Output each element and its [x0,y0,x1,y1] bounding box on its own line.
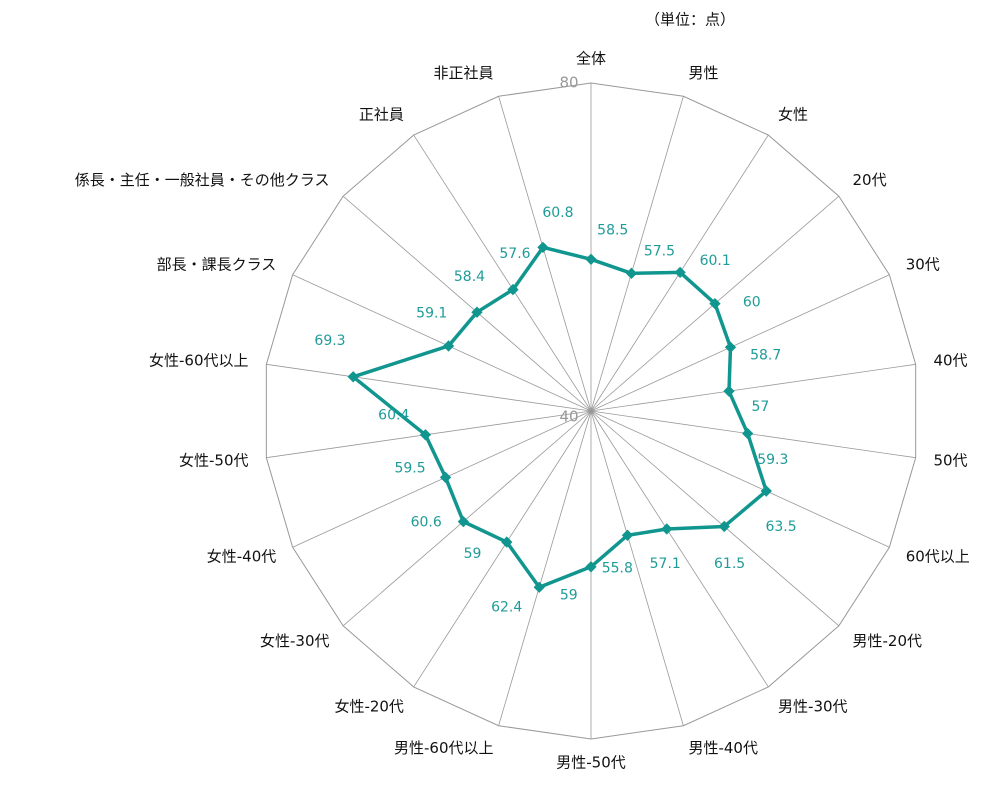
value-label: 69.3 [314,333,345,349]
category-label: 女性-60代以上 [149,351,249,369]
spoke [590,410,840,627]
unit-note: （単位：点） [645,11,735,29]
category-label: 20代 [852,171,886,189]
value-label: 58.5 [597,223,628,239]
category-label: 女性-50代 [179,452,249,470]
category-label: 男性-60代以上 [394,739,494,757]
marker [471,306,483,318]
spoke [342,195,592,412]
value-label: 60.1 [700,253,731,269]
marker [724,341,737,353]
value-label: 57.6 [499,246,530,262]
value-label: 60.6 [411,514,442,530]
spoke [590,410,890,548]
category-label: 女性-20代 [334,698,404,716]
spoke [590,410,916,459]
marker [661,523,673,535]
category-label: 全体 [576,50,606,68]
value-label: 62.4 [491,599,522,615]
category-label: 男性 [688,64,718,82]
value-label: 60 [743,294,761,310]
spoke [590,363,916,412]
category-label: 非正社員 [434,64,494,82]
marker [621,529,634,541]
marker [501,536,513,548]
category-label: 部長・課長クラス [157,255,277,273]
value-label: 59 [464,546,482,562]
spoke [498,96,592,412]
value-label: 60.8 [542,205,573,221]
value-label: 61.5 [714,556,745,572]
marker [533,581,545,593]
spoke [266,363,592,412]
value-label: 55.8 [602,560,633,576]
tick-label: 40 [559,408,578,426]
value-label: 57.5 [644,244,675,260]
spoke [292,274,592,412]
marker [457,515,469,528]
value-label: 58.4 [454,269,485,285]
spoke [590,410,684,726]
category-label: 50代 [933,452,967,470]
category-label: 係長・主任・一般社員・その他クラス [75,171,330,189]
value-label: 57 [751,399,769,415]
value-label: 59.1 [416,306,447,322]
spoke [498,410,592,726]
value-label: 58.7 [750,347,781,363]
spoke [342,410,592,627]
category-label: 30代 [906,255,940,273]
marker [625,267,638,279]
category-label: 男性-50代 [556,754,626,772]
marker [439,471,452,484]
category-label: 女性-40代 [207,548,277,566]
category-label: 正社員 [359,105,404,123]
tick-label: 80 [559,74,578,92]
marker [741,427,754,440]
spoke [590,274,890,412]
marker [760,485,772,497]
category-label: 男性-30代 [778,698,848,716]
value-label: 60.4 [378,407,409,423]
category-label: 男性-40代 [688,739,758,757]
marker [419,429,432,441]
value-label: 59 [560,587,578,603]
spoke [413,410,592,688]
marker [537,241,549,254]
category-label: 女性 [778,105,808,123]
marker [723,385,735,397]
value-label: 59.3 [757,452,788,468]
category-label: 40代 [933,351,967,369]
marker [674,266,686,279]
category-label: 男性-20代 [852,632,922,650]
spoke [413,134,592,412]
category-label: 60代以上 [906,548,970,566]
spoke [590,410,769,688]
marker [585,253,597,265]
value-label: 59.5 [394,461,425,477]
marker [442,340,455,352]
marker [585,561,597,573]
spoke [590,96,684,412]
value-label: 57.1 [650,556,681,572]
value-label: 63.5 [765,519,796,535]
category-label: 女性-30代 [260,632,330,650]
marker [347,371,359,383]
marker [507,283,519,296]
marker [718,520,730,533]
marker [709,297,721,310]
